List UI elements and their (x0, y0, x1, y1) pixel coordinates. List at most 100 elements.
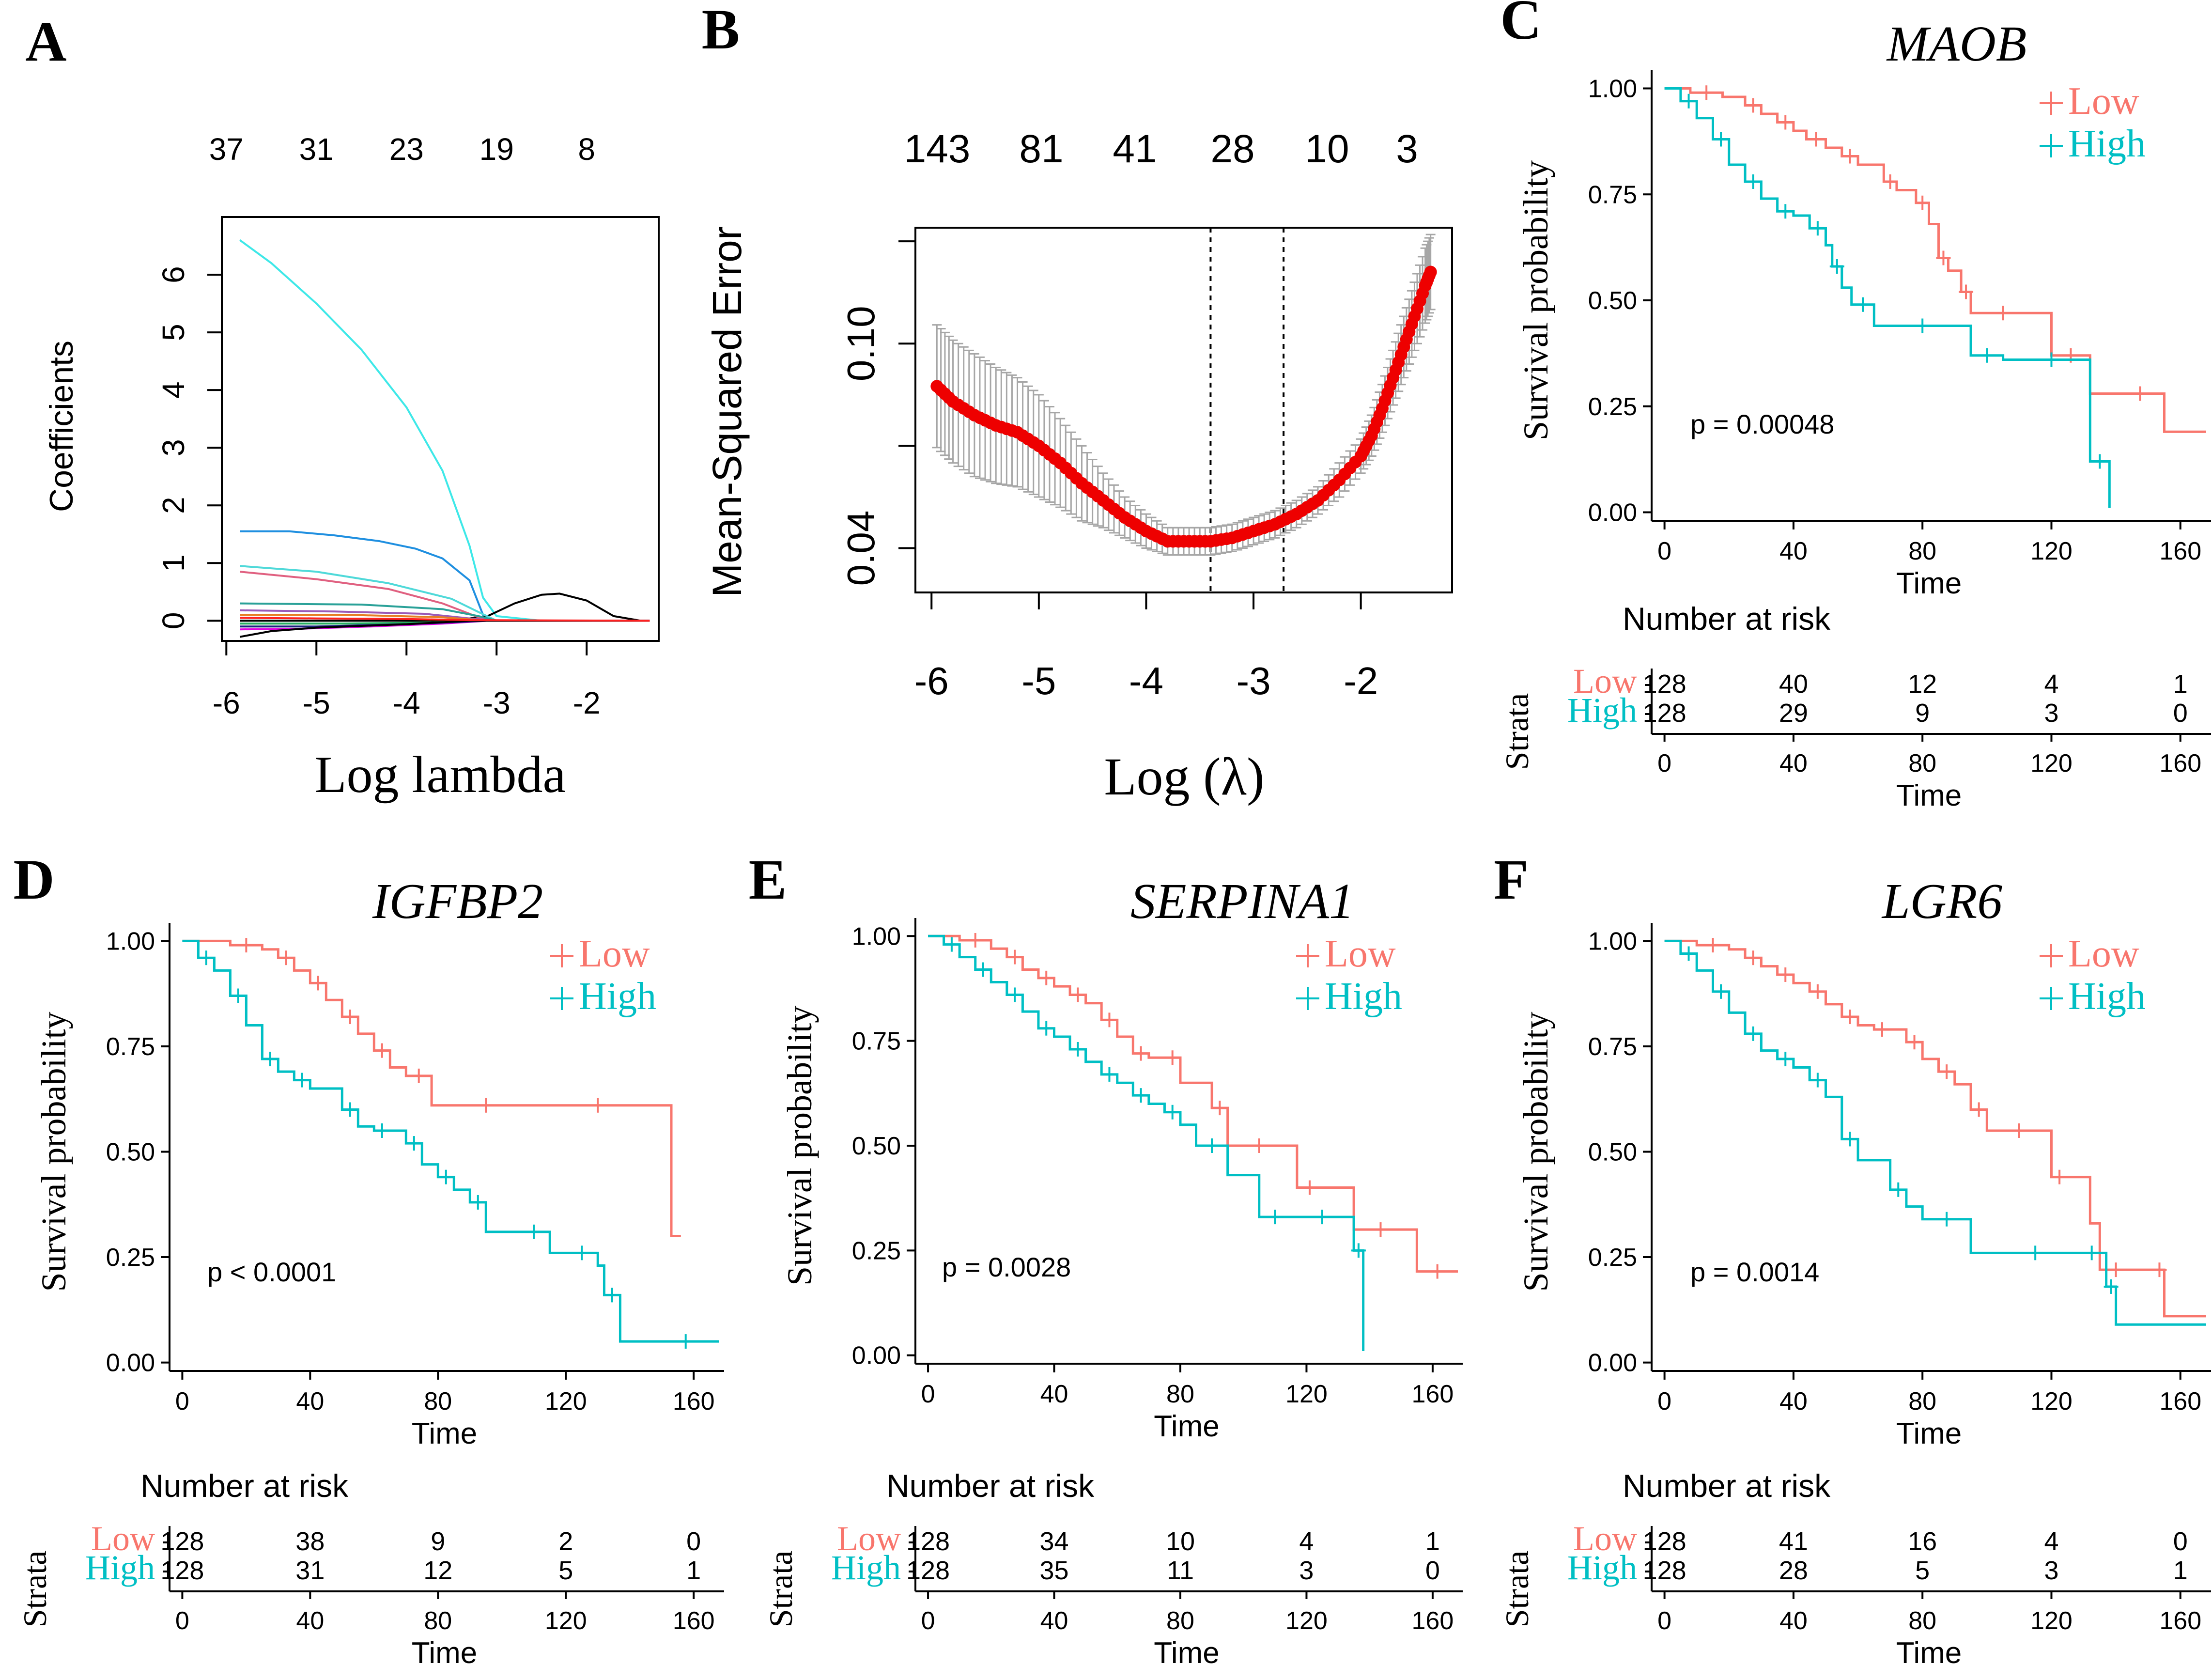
legend-label-high: High (2068, 975, 2146, 1018)
risk-count-low: 128 (160, 1527, 204, 1556)
km-curve-high (182, 939, 719, 1343)
risk-count-high: 3 (2044, 1556, 2058, 1585)
strata-low-label: Low (1573, 1519, 1637, 1558)
risk-count-high: 128 (1643, 1556, 1686, 1585)
x-tick-label: 80 (1166, 1380, 1194, 1408)
y-tick-label: 0.25 (1588, 393, 1637, 421)
risk-count-low: 1 (2173, 669, 2188, 699)
risk-count-high: 3 (2044, 699, 2058, 728)
risk-x-tick-label: 40 (296, 1607, 324, 1635)
risk-table-title: Number at risk (1623, 601, 1831, 637)
risk-count-low: 40 (1779, 669, 1808, 699)
risk-count-high: 28 (1779, 1556, 1808, 1585)
y-axis-title: Survival probability (780, 1006, 819, 1286)
legend-label-low: Low (1325, 933, 1396, 975)
risk-count-high: 31 (295, 1556, 325, 1585)
panel-letter-c: C (1500, 0, 1541, 51)
x-axis-title: Time (1896, 1417, 1962, 1450)
y-tick-label: 1 (156, 554, 191, 572)
x-axis-title: Time (1154, 1410, 1219, 1443)
risk-count-low: 34 (1039, 1527, 1068, 1556)
strata-high-label: High (831, 1548, 901, 1587)
y-tick-label: 2 (156, 497, 191, 514)
x-tick-label: 120 (1285, 1380, 1328, 1408)
legend-label-low: Low (579, 933, 650, 975)
risk-count-low: 128 (1643, 669, 1686, 699)
risk-x-tick-label: 40 (1779, 1607, 1808, 1635)
strata-low-label: Low (91, 1519, 155, 1558)
y-tick-label: 0.00 (1588, 499, 1637, 527)
risk-x-axis-title: Time (1154, 1636, 1219, 1665)
x-axis-title: Time (1896, 567, 1962, 600)
top-axis-label: 10 (1305, 127, 1349, 171)
coef-path-1 (240, 530, 650, 622)
risk-count-high: 1 (2173, 1556, 2188, 1585)
top-axis-label: 3 (1396, 127, 1418, 171)
y-tick-label: 4 (156, 381, 191, 399)
mse-point (1424, 265, 1437, 279)
risk-x-tick-label: 120 (1285, 1607, 1328, 1635)
risk-table-title: Number at risk (886, 1468, 1095, 1504)
y-tick-label: 5 (156, 324, 191, 341)
risk-x-tick-label: 0 (1657, 749, 1671, 778)
x-tick-label: 0 (175, 1387, 189, 1416)
risk-count-low: 9 (431, 1527, 445, 1556)
risk-count-high: 1 (686, 1556, 701, 1585)
gene-title: LGR6 (1881, 873, 2002, 929)
top-axis-label: 37 (209, 132, 244, 167)
y-tick-label: 0.25 (106, 1244, 155, 1272)
strata-high-label: High (85, 1548, 155, 1587)
y-tick-label: 0.25 (852, 1237, 901, 1265)
risk-x-tick-label: 40 (1779, 749, 1808, 778)
y-tick-label: 0.50 (852, 1132, 901, 1160)
risk-x-tick-label: 0 (921, 1607, 935, 1635)
gene-title: SERPINA1 (1130, 873, 1354, 929)
risk-count-low: 0 (2173, 1527, 2188, 1556)
strata-low-label: Low (837, 1519, 901, 1558)
y-tick-label: 1.00 (852, 922, 901, 950)
panel-letter-d: D (13, 848, 54, 911)
risk-x-tick-label: 160 (2159, 1607, 2201, 1635)
gene-title: IGFBP2 (372, 873, 543, 929)
y-tick-label: 0.10 (839, 306, 882, 381)
x-tick-label: -6 (213, 685, 240, 720)
y-axis-title: Coefficients (43, 341, 80, 512)
x-tick-label: 120 (545, 1387, 587, 1416)
y-tick-label: 0.75 (852, 1027, 901, 1056)
top-axis-label: 19 (480, 132, 514, 167)
x-tick-label: 120 (2030, 1387, 2073, 1416)
strata-high-label: High (1567, 1548, 1637, 1587)
risk-count-high: 35 (1039, 1556, 1068, 1585)
x-tick-label: -6 (914, 659, 949, 702)
x-tick-label: -4 (1129, 659, 1163, 702)
top-axis-label: 23 (389, 132, 424, 167)
plot-frame (914, 227, 1453, 593)
y-tick-label: 0.75 (1588, 181, 1637, 209)
panel-letter-b: B (702, 0, 740, 61)
y-tick-label: 0.75 (1588, 1033, 1637, 1061)
x-tick-label: 160 (2159, 537, 2201, 565)
x-tick-label: 0 (1657, 537, 1671, 565)
risk-count-high: 5 (1915, 1556, 1930, 1585)
strata-axis-title: Strata (16, 1551, 53, 1628)
risk-x-axis-title: Time (412, 1636, 477, 1665)
y-tick-label: 0.75 (106, 1033, 155, 1061)
risk-count-low: 1 (1425, 1527, 1440, 1556)
legend-label-high: High (579, 975, 656, 1018)
strata-axis-title: Strata (762, 1551, 799, 1628)
risk-count-high: 5 (558, 1556, 573, 1585)
risk-count-low: 16 (1908, 1527, 1937, 1556)
risk-count-low: 128 (1643, 1527, 1686, 1556)
risk-count-high: 128 (160, 1556, 204, 1585)
coef-path-12 (240, 617, 650, 622)
risk-count-high: 0 (1425, 1556, 1440, 1585)
strata-axis-title: Strata (1499, 1551, 1535, 1628)
x-tick-label: -4 (393, 685, 420, 720)
risk-count-high: 128 (906, 1556, 950, 1585)
panel-b: B -6 -5 -4 -3 -2 0.04 0.10 143 81 41 28 10 3 Log (λ) Me… (702, 0, 1453, 806)
legend-label-high: High (1325, 975, 1402, 1018)
x-tick-label: 0 (921, 1380, 935, 1408)
y-tick-label: 0.00 (106, 1349, 155, 1377)
